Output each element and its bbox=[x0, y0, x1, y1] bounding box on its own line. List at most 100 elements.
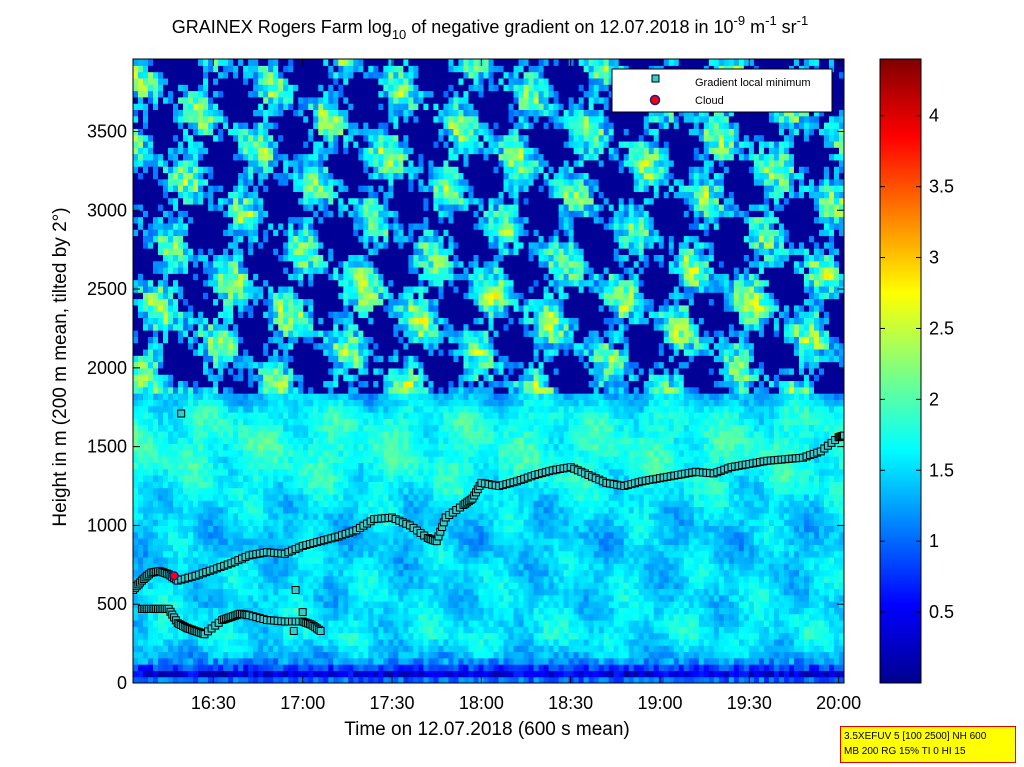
heatmap-cell bbox=[158, 210, 164, 218]
heatmap-cell bbox=[183, 210, 189, 218]
heatmap-cell bbox=[333, 147, 339, 155]
heatmap-cell bbox=[218, 500, 224, 508]
heatmap-cell bbox=[318, 147, 324, 155]
heatmap-cell bbox=[383, 575, 389, 583]
heatmap-cell bbox=[328, 323, 334, 331]
heatmap-cell bbox=[178, 506, 184, 514]
heatmap-cell bbox=[138, 563, 144, 571]
heatmap-cell bbox=[188, 128, 194, 136]
heatmap-cell bbox=[288, 203, 294, 211]
heatmap-cell bbox=[273, 90, 279, 98]
heatmap-cell bbox=[263, 109, 269, 117]
heatmap-cell bbox=[378, 676, 384, 683]
heatmap-cell bbox=[313, 311, 319, 319]
heatmap-cell bbox=[348, 191, 354, 199]
heatmap-cell bbox=[168, 140, 174, 148]
heatmap-cell bbox=[238, 229, 244, 237]
heatmap-cell bbox=[318, 222, 324, 230]
heatmap-cell bbox=[298, 336, 304, 344]
heatmap-cell bbox=[268, 285, 274, 293]
heatmap-cell bbox=[133, 569, 139, 577]
heatmap-cell bbox=[228, 626, 234, 634]
heatmap-cell bbox=[363, 367, 369, 375]
heatmap-cell bbox=[223, 538, 229, 545]
heatmap-cell bbox=[158, 235, 164, 243]
heatmap-cell bbox=[188, 437, 194, 445]
heatmap-cell bbox=[188, 348, 194, 356]
heatmap-cell bbox=[298, 531, 304, 539]
heatmap-cell bbox=[178, 456, 184, 463]
heatmap-cell bbox=[278, 122, 284, 129]
heatmap-cell bbox=[383, 468, 389, 476]
heatmap-cell bbox=[323, 90, 329, 98]
heatmap-cell bbox=[368, 506, 374, 514]
heatmap-cell bbox=[248, 437, 254, 445]
heatmap-cell bbox=[293, 676, 299, 683]
heatmap-cell bbox=[338, 292, 344, 300]
heatmap-cell bbox=[163, 96, 169, 104]
heatmap-cell bbox=[263, 531, 269, 539]
heatmap-cell bbox=[243, 109, 249, 117]
heatmap-cell bbox=[333, 405, 339, 413]
heatmap-cell bbox=[158, 65, 164, 73]
heatmap-cell bbox=[358, 134, 364, 142]
heatmap-cell bbox=[223, 481, 229, 489]
heatmap-cell bbox=[318, 601, 324, 608]
heatmap-cell bbox=[263, 122, 269, 129]
heatmap-cell bbox=[173, 594, 179, 602]
heatmap-cell bbox=[383, 582, 389, 590]
heatmap-cell bbox=[363, 393, 369, 400]
heatmap-cell bbox=[178, 418, 184, 426]
heatmap-cell bbox=[173, 487, 179, 495]
heatmap-cell bbox=[373, 191, 379, 199]
heatmap-cell bbox=[263, 317, 269, 325]
heatmap-cell bbox=[203, 159, 209, 167]
heatmap-cell bbox=[248, 84, 254, 92]
heatmap-cell bbox=[308, 241, 314, 249]
heatmap-cell bbox=[203, 418, 209, 426]
heatmap-cell bbox=[323, 563, 329, 571]
heatmap-cell bbox=[238, 298, 244, 306]
heatmap-cell bbox=[353, 430, 359, 438]
heatmap-cell bbox=[223, 191, 229, 199]
heatmap-cell bbox=[153, 380, 159, 388]
heatmap-cell bbox=[338, 361, 344, 369]
heatmap-cell bbox=[183, 424, 189, 432]
heatmap-cell bbox=[133, 115, 139, 123]
heatmap-cell bbox=[363, 348, 369, 356]
heatmap-cell bbox=[133, 487, 139, 495]
heatmap-cell bbox=[323, 657, 329, 665]
heatmap-cell bbox=[288, 285, 294, 293]
heatmap-cell bbox=[248, 59, 254, 66]
heatmap-cell bbox=[363, 588, 369, 596]
heatmap-cell bbox=[308, 65, 314, 73]
heatmap-cell bbox=[238, 645, 244, 653]
heatmap-cell bbox=[253, 122, 259, 129]
heatmap-cell bbox=[293, 172, 299, 180]
heatmap-cell bbox=[323, 556, 329, 564]
heatmap-cell bbox=[198, 582, 204, 590]
heatmap-cell bbox=[188, 84, 194, 92]
heatmap-cell bbox=[158, 664, 164, 671]
heatmap-cell bbox=[253, 336, 259, 344]
heatmap-cell bbox=[378, 241, 384, 249]
heatmap-cell bbox=[348, 235, 354, 243]
heatmap-cell bbox=[188, 222, 194, 230]
heatmap-cell bbox=[338, 500, 344, 508]
heatmap-cell bbox=[338, 519, 344, 527]
heatmap-cell bbox=[258, 676, 264, 683]
heatmap-cell bbox=[173, 506, 179, 514]
heatmap-cell bbox=[343, 575, 349, 583]
heatmap-cell bbox=[178, 140, 184, 148]
heatmap-cell bbox=[183, 292, 189, 300]
heatmap-cell bbox=[328, 285, 334, 293]
heatmap-cell bbox=[153, 449, 159, 457]
heatmap-cell bbox=[213, 229, 219, 237]
heatmap-cell bbox=[343, 632, 349, 640]
heatmap-cell bbox=[213, 159, 219, 167]
heatmap-cell bbox=[303, 241, 309, 249]
heatmap-cell bbox=[183, 399, 189, 407]
heatmap-cell bbox=[318, 336, 324, 344]
heatmap-cell bbox=[373, 411, 379, 419]
heatmap-cell bbox=[163, 147, 169, 155]
